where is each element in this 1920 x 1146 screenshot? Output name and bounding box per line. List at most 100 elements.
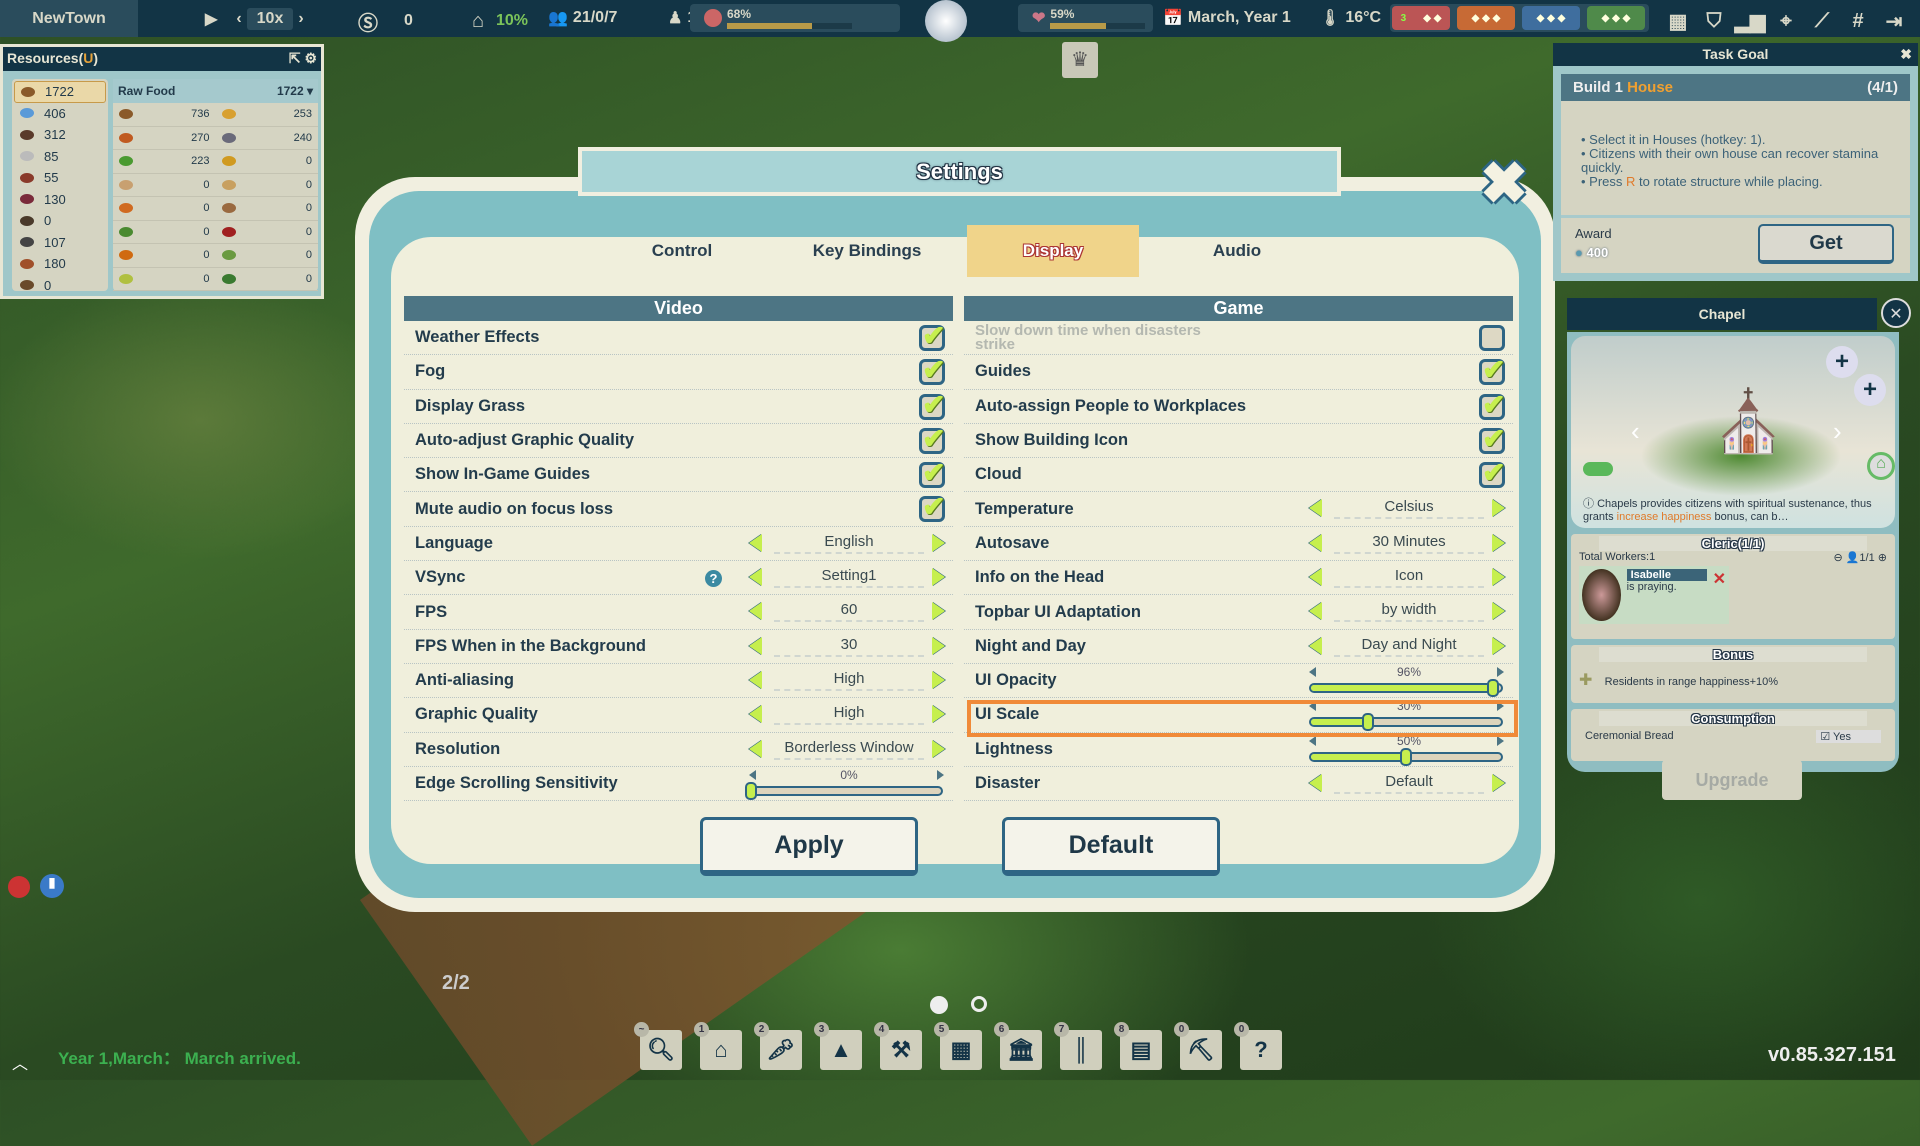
- slider-increase-icon[interactable]: [937, 769, 944, 780]
- slider-decrease-icon[interactable]: [1309, 735, 1316, 746]
- worker-card[interactable]: Isabelle is praying. ✕: [1579, 566, 1729, 624]
- food-item[interactable]: 0: [113, 221, 216, 244]
- checkbox[interactable]: [1479, 353, 1505, 386]
- upgrade-button[interactable]: Upgrade: [1662, 760, 1802, 800]
- resource-item[interactable]: 180: [14, 253, 106, 275]
- arrow-right-icon[interactable]: [932, 739, 945, 758]
- toolbar-search-button[interactable]: 🔍︎ ~: [634, 1022, 682, 1070]
- food-item[interactable]: 0: [113, 244, 216, 268]
- prev-arrow-icon[interactable]: ‹: [1631, 416, 1640, 446]
- next-arrow-icon[interactable]: ›: [1833, 416, 1842, 446]
- tab-key-bindings[interactable]: Key Bindings: [812, 241, 922, 260]
- toolbar-house-button[interactable]: ⌂ 1: [694, 1022, 742, 1070]
- slider-decrease-icon[interactable]: [749, 769, 756, 780]
- arrow-left-icon[interactable]: [1309, 568, 1322, 587]
- grid-icon[interactable]: #: [1852, 9, 1864, 32]
- arrow-right-icon[interactable]: [932, 568, 945, 587]
- arrow-right-icon[interactable]: [1492, 533, 1505, 552]
- town-name[interactable]: NewTown: [0, 0, 138, 37]
- arrow-left-icon[interactable]: [749, 705, 762, 724]
- toolbar-bank-button[interactable]: 🏛︎ 6: [994, 1022, 1042, 1070]
- arrow-left-icon[interactable]: [749, 739, 762, 758]
- resource-item[interactable]: 0: [14, 275, 106, 297]
- food-item[interactable]: 0: [215, 150, 318, 174]
- slider-decrease-icon[interactable]: [1309, 701, 1316, 712]
- build-menu-icon[interactable]: ▦: [1668, 10, 1688, 33]
- food-item[interactable]: 0: [113, 197, 216, 221]
- consumption-toggle[interactable]: ☑ Yes: [1816, 730, 1881, 743]
- arrow-left-icon[interactable]: [749, 636, 762, 655]
- remove-worker-button[interactable]: ⊖: [1833, 552, 1843, 564]
- page-dot[interactable]: [971, 996, 987, 1012]
- arrow-right-icon[interactable]: [932, 636, 945, 655]
- arrow-left-icon[interactable]: [1309, 499, 1322, 518]
- game-speed-control[interactable]: ▶ ‹ 10x ›: [205, 8, 304, 30]
- home-icon[interactable]: ⌂: [1867, 452, 1895, 480]
- arrow-right-icon[interactable]: [1492, 636, 1505, 655]
- arrow-left-icon[interactable]: [749, 568, 762, 587]
- get-button[interactable]: Get: [1758, 224, 1894, 264]
- slider-track[interactable]: [745, 781, 943, 800]
- help-icon[interactable]: ?: [705, 570, 722, 588]
- arrow-left-icon[interactable]: [1309, 533, 1322, 552]
- resource-item[interactable]: 0: [14, 210, 106, 232]
- arrow-right-icon[interactable]: [1492, 773, 1505, 792]
- gear-icon[interactable]: ⚙: [304, 50, 317, 66]
- checkbox[interactable]: [1479, 388, 1505, 421]
- toolbar-pickaxe-button[interactable]: ⛏ 0: [1174, 1022, 1222, 1070]
- checkbox[interactable]: [1479, 325, 1505, 351]
- food-item[interactable]: 0: [215, 174, 318, 197]
- food-item[interactable]: 0: [215, 221, 318, 244]
- toolbar-help-button[interactable]: ? 0: [1234, 1022, 1282, 1070]
- slider-track[interactable]: [1309, 747, 1503, 766]
- toolbar-decor-button[interactable]: ▤ 8: [1114, 1022, 1162, 1070]
- stats-icon[interactable]: ▮: [40, 874, 64, 898]
- slider-handle[interactable]: [1362, 713, 1374, 732]
- close-icon[interactable]: ✖: [1479, 151, 1529, 216]
- arrow-right-icon[interactable]: [932, 705, 945, 724]
- slider-track[interactable]: [1309, 713, 1503, 732]
- popout-icon[interactable]: ⇱: [288, 50, 301, 66]
- arrow-right-icon[interactable]: [1492, 602, 1505, 621]
- toolbar-food-button[interactable]: 🥕︎ 2: [754, 1022, 802, 1070]
- happiness-meter[interactable]: 68%: [690, 4, 900, 32]
- checkbox[interactable]: [1479, 422, 1505, 455]
- exit-icon[interactable]: ⇥: [1885, 10, 1903, 33]
- resource-item[interactable]: 1722: [14, 81, 106, 103]
- checkbox[interactable]: [919, 422, 945, 455]
- arrow-left-icon[interactable]: [1309, 773, 1322, 792]
- food-item[interactable]: 0: [113, 268, 216, 291]
- tab-display[interactable]: Display: [967, 225, 1139, 277]
- add-worker-icon[interactable]: +: [1854, 374, 1886, 406]
- arrow-right-icon[interactable]: [932, 670, 945, 689]
- food-item[interactable]: 0: [215, 268, 318, 291]
- toolbar-tree-button[interactable]: ▲ 3: [814, 1022, 862, 1070]
- food-item[interactable]: 223: [113, 150, 216, 174]
- resource-item[interactable]: 85: [14, 146, 106, 168]
- close-icon[interactable]: ✖: [1900, 46, 1912, 62]
- faster-icon[interactable]: ›: [298, 10, 304, 27]
- slider-increase-icon[interactable]: [1497, 735, 1504, 746]
- toolbar-hammer-button[interactable]: ⚒ 4: [874, 1022, 922, 1070]
- season-indicator[interactable]: 3 ◆ ◆ ◆ ◆ ◆ ◆ ◆ ◆ ◆ ◆ ◆: [1390, 4, 1649, 32]
- crown-icon[interactable]: ♛: [1062, 42, 1098, 78]
- chevron-up-icon[interactable]: ︿: [12, 1056, 29, 1073]
- tree-toggle-icon[interactable]: ⟋: [1815, 9, 1829, 32]
- resource-item[interactable]: 312: [14, 124, 106, 146]
- slower-icon[interactable]: ‹: [236, 10, 242, 27]
- slider-handle[interactable]: [1487, 678, 1500, 697]
- map-marker-icon[interactable]: ⌖: [1780, 9, 1792, 32]
- checkbox[interactable]: [1479, 456, 1505, 489]
- statistics-icon[interactable]: ▂▆: [1734, 10, 1766, 33]
- food-item[interactable]: 736: [113, 103, 216, 127]
- arrow-right-icon[interactable]: [1492, 499, 1505, 518]
- tab-audio[interactable]: Audio: [1212, 241, 1262, 260]
- arrow-left-icon[interactable]: [749, 670, 762, 689]
- resource-item[interactable]: 107: [14, 232, 106, 254]
- add-worker-button[interactable]: ⊕: [1877, 552, 1887, 564]
- tab-control[interactable]: Control: [651, 241, 713, 260]
- food-item[interactable]: 0: [215, 244, 318, 268]
- arrow-left-icon[interactable]: [1309, 636, 1322, 655]
- health-meter[interactable]: ❤ 59%: [1018, 4, 1153, 32]
- toolbar-window-button[interactable]: ▦ 5: [934, 1022, 982, 1070]
